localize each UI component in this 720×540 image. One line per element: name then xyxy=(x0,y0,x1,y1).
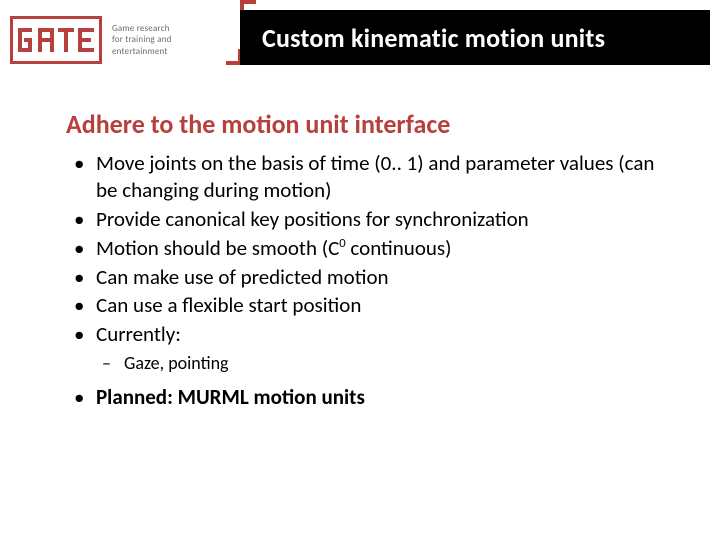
slide: Game research for training and entertain… xyxy=(0,0,720,540)
logo-block: Game research for training and entertain… xyxy=(10,16,236,64)
sub-bullet-text: Gaze, pointing xyxy=(124,352,229,374)
bullet-item: Currently: Gaze, pointing xyxy=(96,321,666,375)
bullet-text: Move joints on the basis of time (0.. 1)… xyxy=(96,150,654,203)
bullet-item: Can make use of predicted motion xyxy=(96,264,666,291)
slide-title: Custom kinematic motion units xyxy=(240,22,605,54)
gate-logo-icon xyxy=(16,24,96,56)
bullet-text: Can make use of predicted motion xyxy=(96,264,389,290)
title-box: Custom kinematic motion units xyxy=(240,10,710,65)
bullet-text-part: Motion should be smooth (C xyxy=(96,235,339,261)
bullet-item: Move joints on the basis of time (0.. 1)… xyxy=(96,150,666,204)
bullet-item: Can use a flexible start position xyxy=(96,292,666,319)
bullet-text: Currently: xyxy=(96,321,181,347)
logo-tagline: Game research for training and entertain… xyxy=(112,23,172,57)
bullet-text: Provide canonical key positions for sync… xyxy=(96,206,529,232)
bullet-item: Planned: MURML motion units xyxy=(96,384,666,411)
sub-bullet-item: Gaze, pointing xyxy=(124,352,666,375)
logo-mark xyxy=(10,16,102,64)
content-region: Adhere to the motion unit interface Move… xyxy=(66,108,666,412)
bullet-list: Move joints on the basis of time (0.. 1)… xyxy=(66,150,666,410)
logo-tagline-line: entertainment xyxy=(112,46,172,57)
section-heading: Adhere to the motion unit interface xyxy=(66,108,666,140)
logo-tagline-line: Game research xyxy=(112,23,172,34)
bullet-text: Planned: MURML motion units xyxy=(96,384,365,410)
bullet-item: Provide canonical key positions for sync… xyxy=(96,206,666,233)
sub-bullet-list: Gaze, pointing xyxy=(96,352,666,375)
bullet-text-part: continuous) xyxy=(346,235,452,261)
bullet-text: Can use a flexible start position xyxy=(96,292,361,318)
header-region: Game research for training and entertain… xyxy=(0,0,720,75)
logo-tagline-line: for training and xyxy=(112,34,172,45)
bullet-item: Motion should be smooth (C0 continuous) xyxy=(96,235,666,262)
